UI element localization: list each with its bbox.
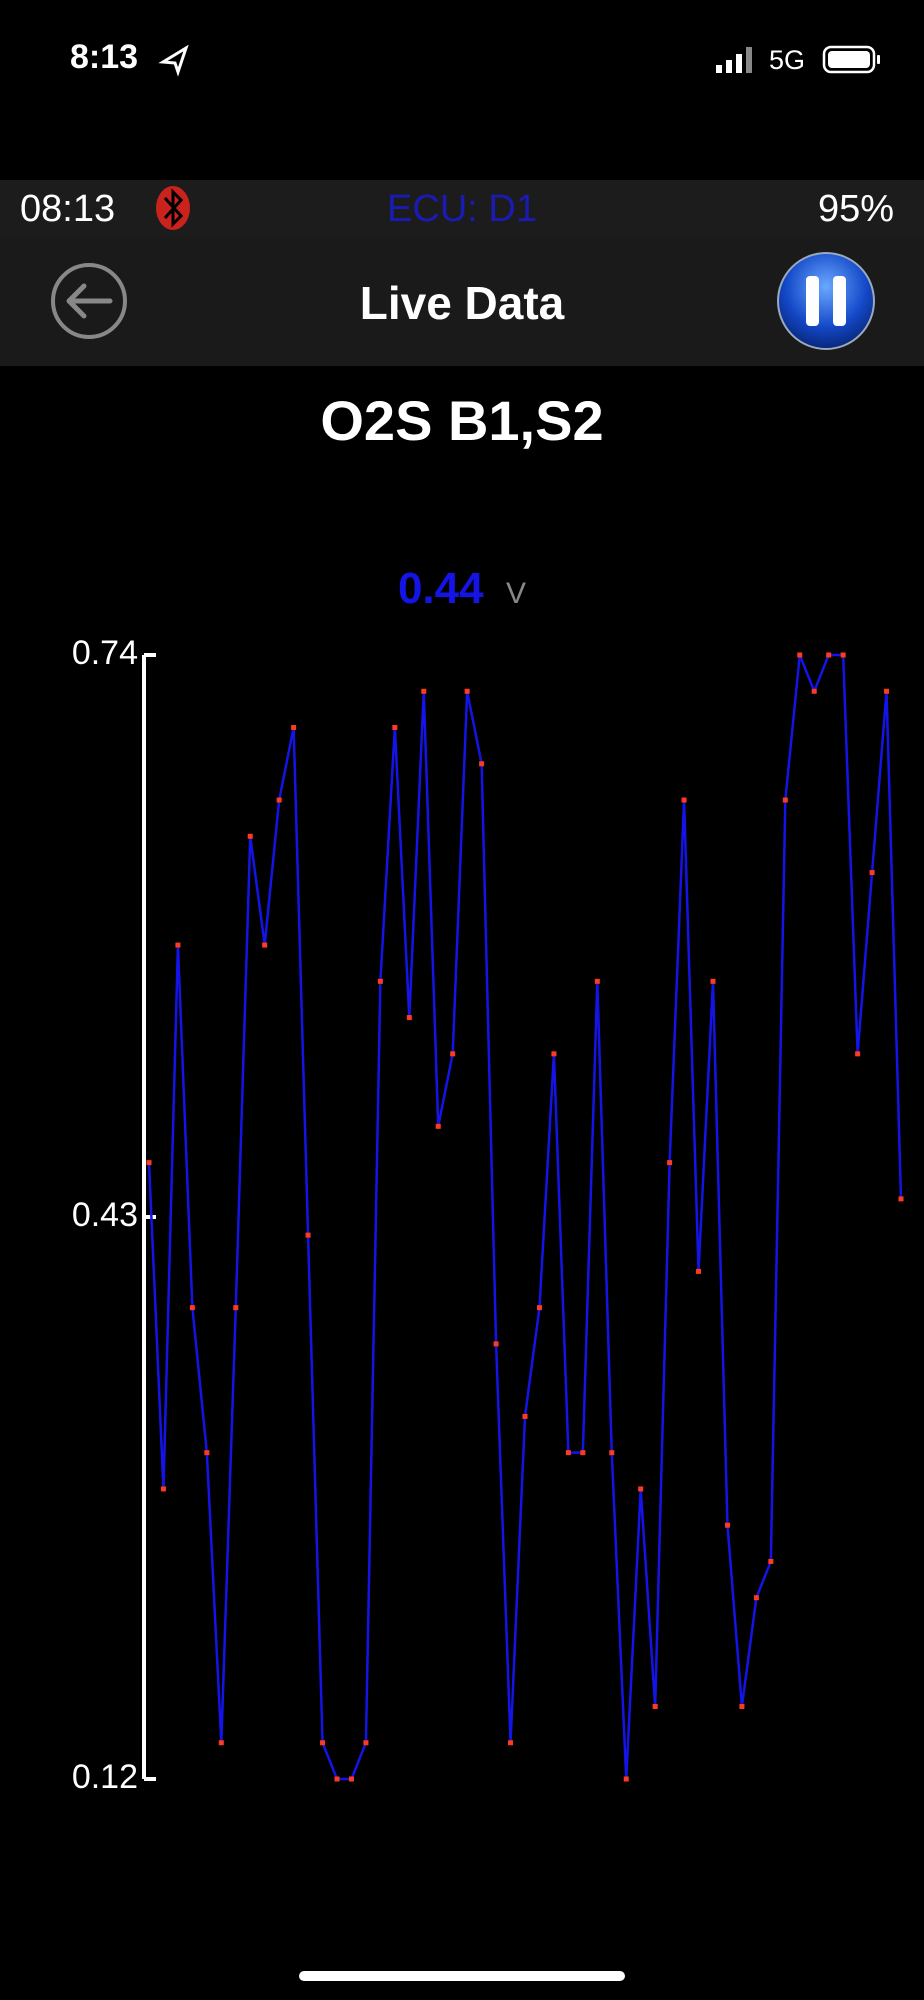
y-tick-label: 0.74 (72, 634, 138, 672)
data-point (377, 978, 383, 984)
data-point (218, 1740, 224, 1746)
data-point (667, 1160, 673, 1166)
data-point (681, 797, 687, 803)
data-point (363, 1740, 369, 1746)
data-point (522, 1413, 528, 1419)
data-point (479, 761, 485, 767)
data-point (898, 1196, 904, 1202)
data-point (392, 725, 398, 731)
data-point (175, 942, 181, 948)
data-point (204, 1450, 210, 1456)
data-point (233, 1305, 239, 1311)
data-point (696, 1268, 702, 1274)
data-point (826, 652, 832, 658)
data-point (160, 1486, 166, 1492)
data-point (262, 942, 268, 948)
data-point (551, 1051, 557, 1057)
reading-value: 0.44 (397, 564, 484, 613)
y-tick-label: 0.12 (72, 1758, 138, 1796)
reading-unit: V (506, 577, 527, 610)
data-point (710, 978, 716, 984)
data-point (305, 1232, 311, 1238)
data-point (508, 1740, 514, 1746)
bluetooth-rune (163, 188, 184, 228)
bluetooth-icon (156, 186, 190, 230)
nav-title: Live Data (359, 277, 565, 329)
data-point (189, 1305, 195, 1311)
data-point (406, 1015, 412, 1021)
data-point (855, 1051, 861, 1057)
data-point (753, 1595, 759, 1601)
data-point (580, 1450, 586, 1456)
home-indicator (299, 1971, 625, 1981)
pause-button[interactable] (777, 252, 875, 350)
data-point (276, 797, 282, 803)
data-point (348, 1776, 354, 1782)
data-point (536, 1305, 542, 1311)
chart-title: O2S B1,S2 (320, 389, 604, 452)
battery-percent: 95% (817, 188, 894, 230)
status-time: 8:13 (70, 38, 139, 76)
pause-bar[interactable] (806, 276, 819, 326)
data-point (638, 1486, 644, 1492)
reading: 0.44 V (0, 564, 924, 614)
pause-bar[interactable] (833, 276, 846, 326)
y-tick-label: 0.43 (72, 1196, 138, 1234)
data-point (334, 1776, 340, 1782)
data-point (565, 1450, 571, 1456)
data-point (768, 1558, 774, 1564)
back-arrow[interactable] (66, 283, 113, 319)
data-point (421, 688, 427, 694)
data-point (869, 870, 875, 876)
network-label: 5G (769, 45, 806, 75)
data-point (146, 1160, 152, 1166)
data-point (811, 688, 817, 694)
nav-icons (51, 252, 875, 350)
data-point (782, 797, 788, 803)
data-point (884, 688, 890, 694)
data-point (724, 1522, 730, 1528)
data-point (797, 652, 803, 658)
pause-circle[interactable] (777, 252, 875, 350)
app-time: 08:13 (20, 188, 116, 230)
data-point (320, 1740, 326, 1746)
data-point (623, 1776, 629, 1782)
data-point (450, 1051, 456, 1057)
data-point (464, 688, 470, 694)
data-point (247, 833, 253, 839)
data-point (291, 725, 297, 731)
data-line (147, 653, 903, 1781)
back-circle[interactable] (51, 263, 127, 339)
data-point (739, 1703, 745, 1709)
data-point (840, 652, 846, 658)
nav-bar: Live Data (0, 236, 924, 366)
data-point (652, 1703, 658, 1709)
data-point (435, 1123, 441, 1129)
data-point (493, 1341, 499, 1347)
app-bar: 08:13 ECU: D1 95% (0, 180, 924, 236)
ecu-label: ECU: D1 (387, 188, 537, 230)
back-button[interactable] (51, 263, 127, 339)
data-point (609, 1450, 615, 1456)
data-point (594, 978, 600, 984)
